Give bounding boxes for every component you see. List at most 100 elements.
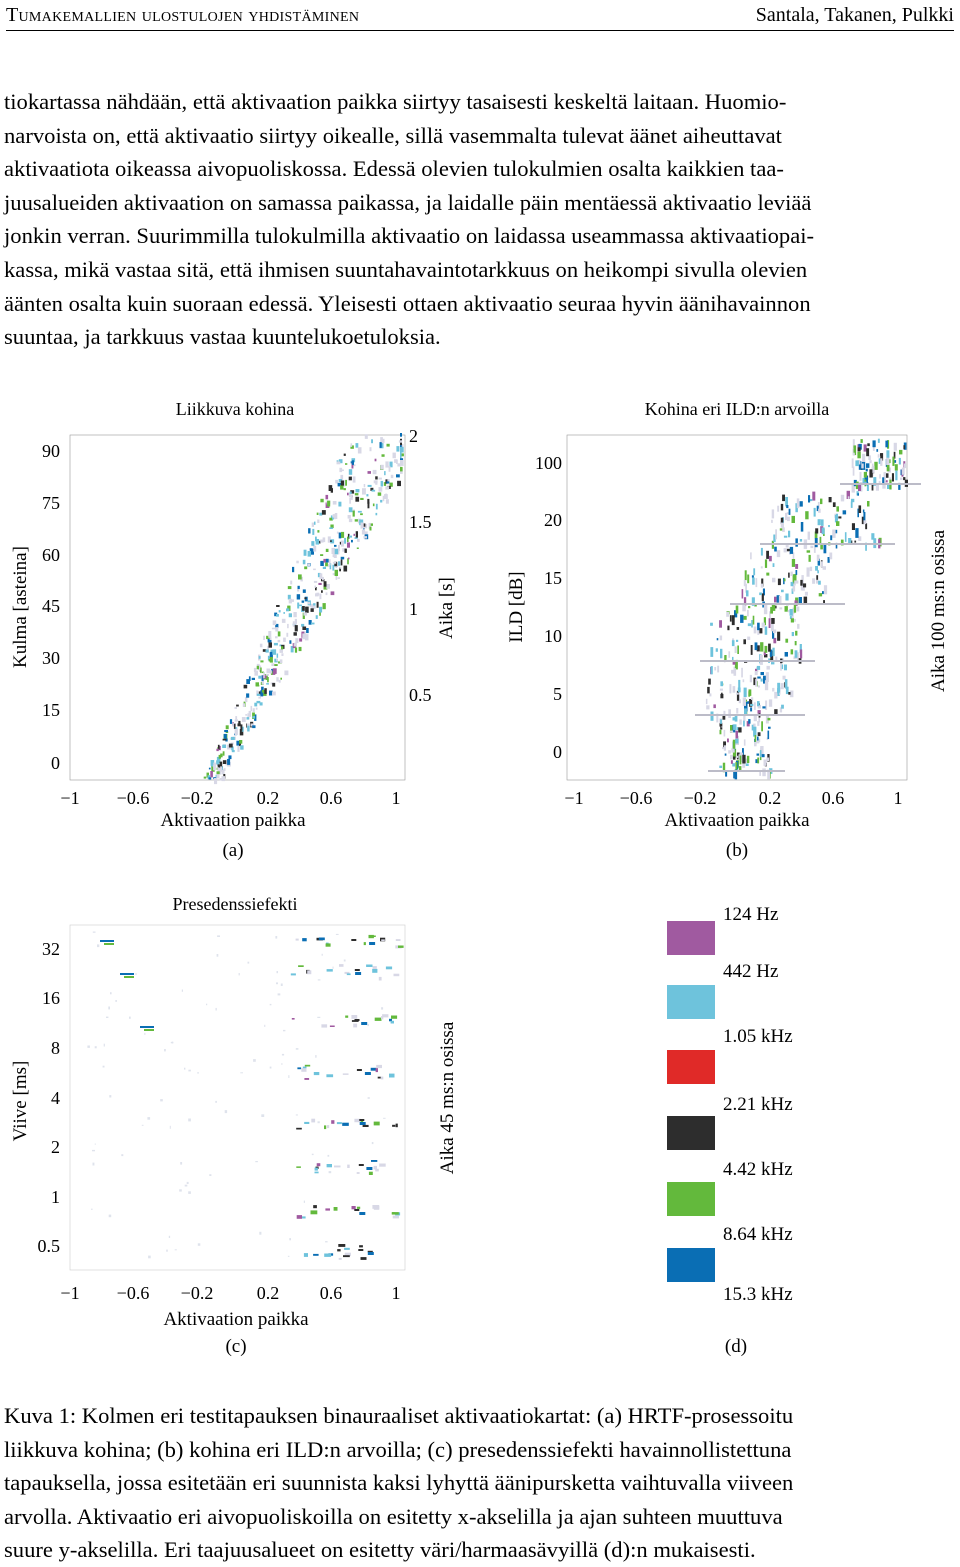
- body-line: jonkin verran. Suurimmilla tulokulmilla …: [4, 223, 815, 249]
- activation-streak: [239, 729, 244, 736]
- header-title: Tumakemallien ulostulojen yhdistäminen: [6, 4, 360, 26]
- activation-noise: [328, 1171, 332, 1174]
- activation-streak: [821, 561, 823, 568]
- activation-streak: [271, 627, 276, 630]
- activation-streak: [216, 760, 219, 765]
- activation-streak: [268, 631, 272, 638]
- activation-streak: [747, 636, 751, 640]
- activation-streak: [256, 700, 261, 704]
- activation-streak: [730, 754, 734, 760]
- activation-noise: [109, 1095, 112, 1098]
- activation-streak: [752, 577, 755, 585]
- activation-streak: [299, 1216, 306, 1219]
- activation-streak: [252, 708, 255, 712]
- activation-streak: [213, 765, 216, 771]
- activation-streak: [743, 687, 747, 698]
- activation-streak: [275, 627, 279, 632]
- activation-noise: [367, 1097, 370, 1099]
- activation-streak: [742, 679, 745, 683]
- activation-streak: [333, 554, 337, 558]
- activation-streak: [237, 723, 241, 727]
- activation-streak: [325, 1208, 330, 1211]
- activation-streak: [268, 659, 271, 662]
- activation-streak: [743, 597, 747, 607]
- activation-streak: [723, 710, 726, 716]
- activation-streak: [857, 451, 861, 459]
- activation-streak: [763, 651, 766, 656]
- activation-streak: [320, 554, 324, 556]
- activation-streak: [750, 707, 753, 712]
- activation-streak: [766, 665, 770, 670]
- activation-streak: [304, 566, 308, 570]
- body-line: suuntaa, ja tarkkuus vastaa kuuntelukoet…: [4, 324, 441, 350]
- activation-streak: [335, 479, 338, 484]
- activation-streak: [248, 676, 251, 681]
- activation-streak: [728, 651, 731, 658]
- activation-streak: [323, 585, 328, 590]
- activation-streak: [348, 492, 351, 498]
- activation-streak: [368, 522, 371, 530]
- activation-streak: [400, 466, 403, 472]
- activation-streak: [759, 750, 762, 758]
- activation-streak: [374, 1017, 382, 1021]
- activation-streak: [785, 512, 788, 521]
- activation-streak: [310, 608, 314, 612]
- activation-streak: [363, 484, 366, 488]
- activation-streak: [380, 1076, 384, 1080]
- activation-streak: [835, 513, 838, 521]
- activation-streak: [344, 971, 350, 974]
- activation-streak: [361, 529, 366, 535]
- activation-streak: [240, 745, 244, 750]
- activation-streak: [744, 702, 748, 712]
- activation-noise: [181, 989, 183, 992]
- activation-noise: [92, 931, 96, 933]
- activation-noise: [169, 1125, 171, 1129]
- activation-streak: [304, 1121, 310, 1124]
- activation-streak: [303, 1253, 308, 1257]
- activation-noise: [240, 1072, 243, 1074]
- panel-a-y2tick: 1.5: [409, 512, 432, 532]
- activation-streak: [296, 1215, 302, 1219]
- activation-streak: [379, 442, 382, 448]
- activation-streak: [789, 546, 794, 554]
- activation-streak: [350, 445, 354, 449]
- activation-peak: [354, 1019, 360, 1021]
- activation-streak: [244, 697, 248, 703]
- activation-streak: [800, 522, 804, 532]
- activation-streak: [258, 675, 262, 679]
- activation-streak: [751, 620, 753, 628]
- activation-streak: [742, 760, 746, 768]
- activation-streak: [742, 697, 746, 706]
- panel-a-ytick: 60: [42, 545, 60, 565]
- activation-streak: [855, 481, 859, 490]
- activation-streak: [869, 460, 872, 464]
- activation-noise: [108, 1214, 112, 1218]
- activation-streak: [732, 656, 734, 661]
- activation-streak: [836, 521, 840, 526]
- activation-streak: [887, 483, 890, 489]
- activation-streak: [314, 1167, 318, 1171]
- activation-streak: [855, 528, 859, 538]
- activation-streak: [779, 528, 783, 531]
- activation-streak: [250, 723, 255, 727]
- activation-streak: [736, 690, 740, 701]
- panel-b-xtick: −0.2: [684, 788, 717, 808]
- activation-streak: [267, 645, 269, 650]
- activation-streak: [329, 563, 332, 570]
- activation-streak: [796, 606, 800, 612]
- panel-d-frequency-legend: 124 Hz 442 Hz 1.05 kHz 2.21 kHz 4.42 kHz 8.64…: [667, 904, 793, 1305]
- activation-streak: [852, 452, 855, 456]
- panel-c-ytick: 32: [42, 939, 60, 959]
- activation-streak: [203, 776, 207, 779]
- activation-streak: [888, 459, 891, 464]
- activation-streak: [309, 548, 313, 551]
- activation-streak: [725, 770, 728, 777]
- panel-c-ylabel: Viive [ms]: [10, 1061, 31, 1142]
- activation-streak: [727, 738, 729, 743]
- activation-streak: [389, 461, 393, 468]
- activation-streak: [347, 533, 350, 539]
- activation-streak: [863, 520, 867, 525]
- activation-streak: [815, 528, 819, 534]
- activation-streak: [760, 746, 764, 756]
- activation-streak: [720, 681, 723, 687]
